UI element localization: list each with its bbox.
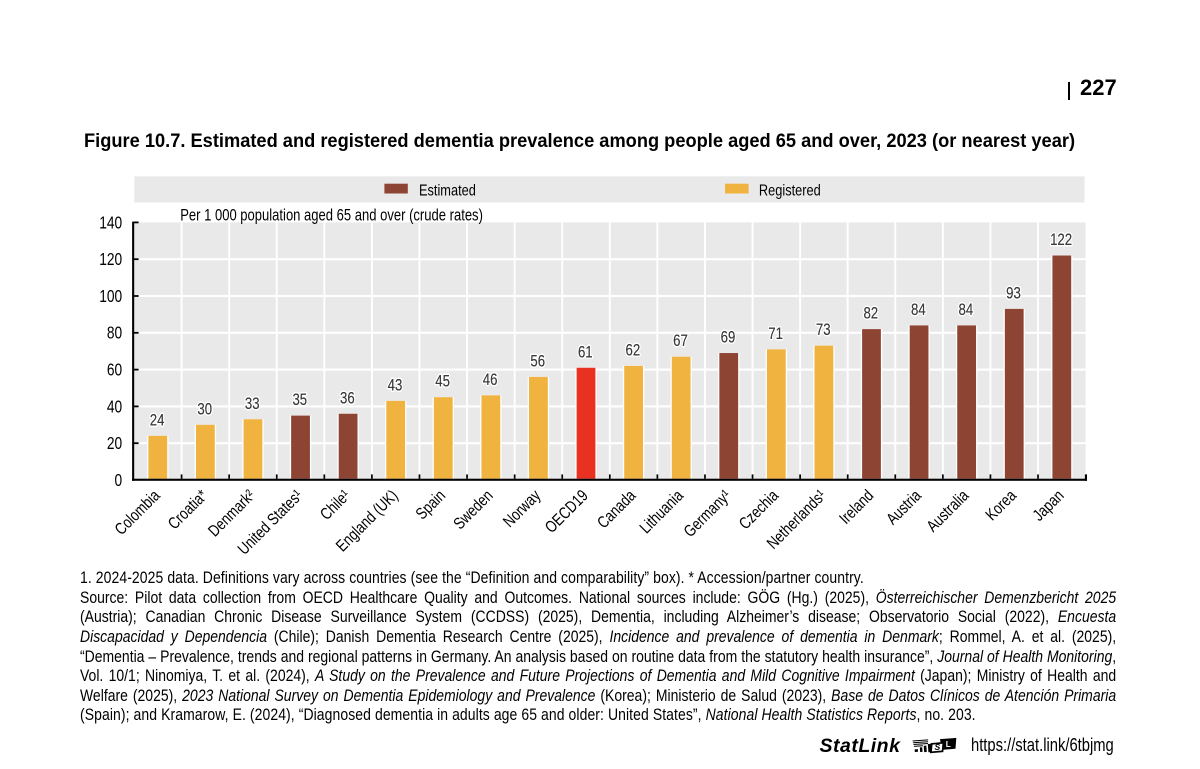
svg-text:24: 24 [150,411,165,430]
svg-text:24: 24 [150,411,165,430]
svg-text:93: 93 [1006,284,1021,303]
svg-text:Spain: Spain [412,486,449,523]
svg-text:Korea: Korea [982,486,1021,525]
svg-text:60: 60 [107,361,123,380]
svg-text:69: 69 [721,328,736,347]
svg-text:43: 43 [388,376,403,395]
svg-text:93: 93 [1006,284,1021,303]
svg-text:61: 61 [578,343,593,362]
svg-text:46: 46 [483,371,498,390]
svg-text:Chile¹: Chile¹ [317,486,355,524]
svg-text:45: 45 [435,372,450,391]
svg-text:84: 84 [959,301,974,320]
svg-text:30: 30 [197,400,212,419]
svg-text:43: 43 [388,376,403,395]
svg-text:Norway: Norway [500,486,545,531]
svg-text:0: 0 [115,472,123,491]
svg-text:122: 122 [1050,231,1072,250]
svg-text:84: 84 [959,301,974,320]
svg-text:82: 82 [863,304,878,323]
svg-text:S: S [935,742,941,752]
svg-text:61: 61 [578,343,593,362]
svg-text:140: 140 [99,214,122,233]
svg-text:67: 67 [673,332,688,351]
svg-text:33: 33 [245,394,260,413]
svg-text:73: 73 [816,321,831,340]
svg-text:OECD19: OECD19 [542,486,593,537]
svg-text:36: 36 [340,389,355,408]
svg-text:84: 84 [911,301,926,320]
svg-text:100: 100 [99,288,122,307]
svg-text:30: 30 [197,400,212,419]
svg-text:35: 35 [292,391,307,410]
svg-text:Lithuania: Lithuania [636,486,688,538]
svg-text:Canada: Canada [594,486,640,532]
svg-text:56: 56 [530,352,545,371]
svg-text:71: 71 [768,325,783,344]
svg-text:Estimated: Estimated [419,182,476,200]
svg-text:120: 120 [99,251,122,270]
svg-text:Austria: Austria [883,486,926,529]
svg-text:35: 35 [292,391,307,410]
svg-text:84: 84 [911,301,926,320]
svg-text:Japan: Japan [1029,486,1068,525]
svg-text:122: 122 [1050,231,1072,250]
svg-text:67: 67 [673,332,688,351]
svg-text:71: 71 [768,325,783,344]
svg-text:Registered: Registered [759,182,821,200]
svg-text:80: 80 [107,324,123,343]
svg-text:33: 33 [245,394,260,413]
svg-text:62: 62 [626,341,641,360]
svg-text:Australia: Australia [923,486,973,536]
svg-text:46: 46 [483,371,498,390]
svg-text:Germany¹: Germany¹ [680,486,735,541]
svg-text:82: 82 [863,304,878,323]
svg-text:73: 73 [816,321,831,340]
svg-text:56: 56 [530,352,545,371]
svg-text:L: L [946,740,951,749]
svg-text:20: 20 [107,435,123,454]
svg-text:Ireland: Ireland [836,486,878,528]
svg-text:Sweden: Sweden [450,486,497,533]
svg-text:69: 69 [721,328,736,347]
svg-text:62: 62 [626,341,641,360]
svg-text:36: 36 [340,389,355,408]
svg-text:40: 40 [107,398,123,417]
svg-text:Colombia: Colombia [111,486,164,539]
svg-text:45: 45 [435,372,450,391]
svg-text:Per 1 000 population aged 65 a: Per 1 000 population aged 65 and over (c… [180,207,483,225]
